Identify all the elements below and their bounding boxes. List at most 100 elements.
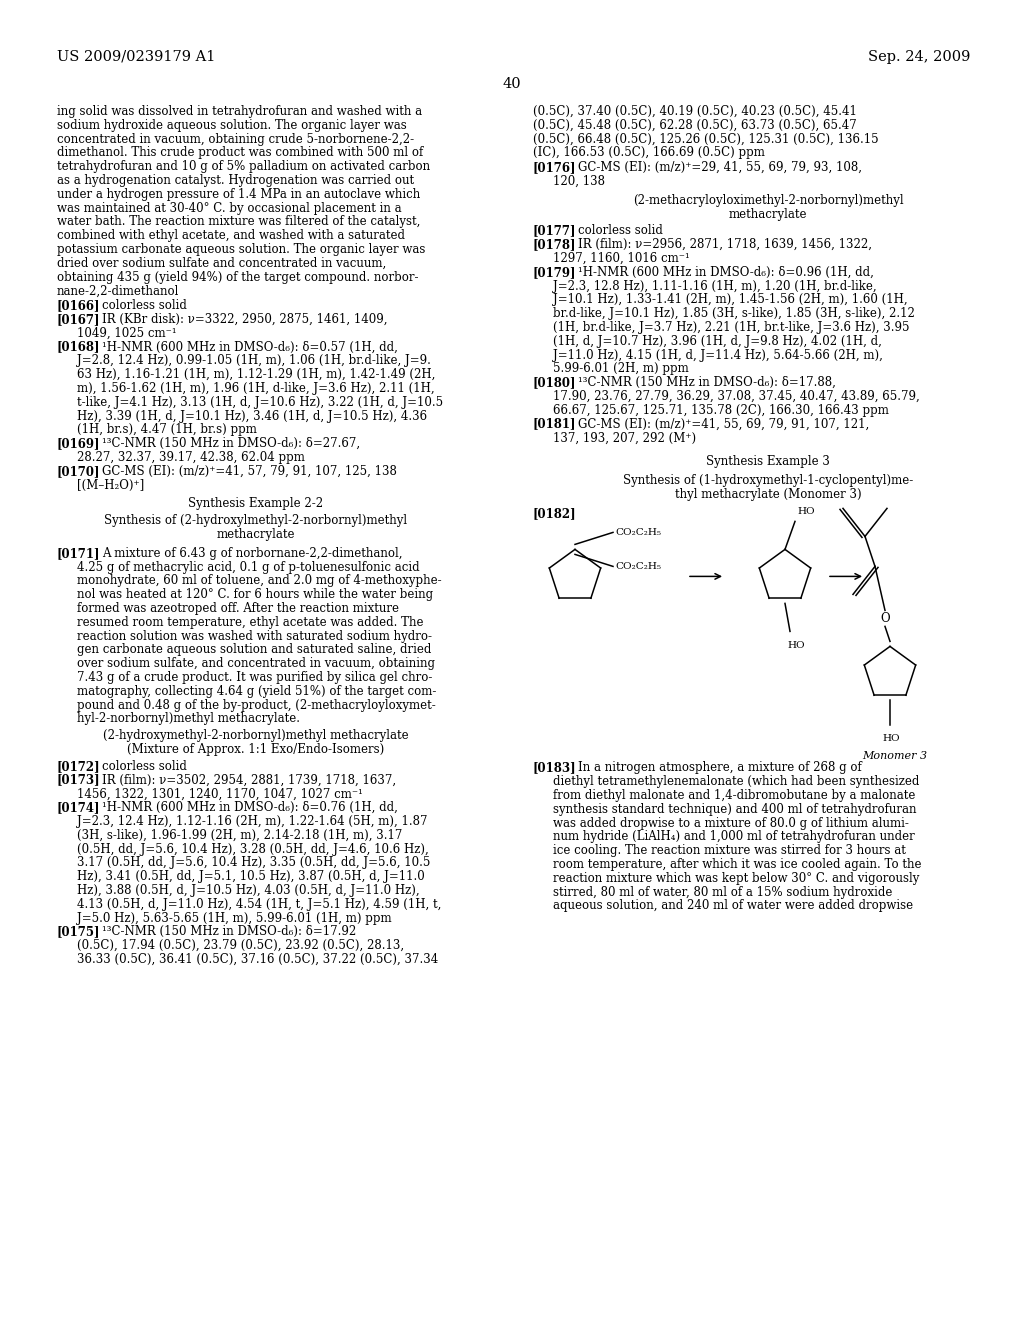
Text: HO: HO <box>882 734 900 743</box>
Text: (2-hydroxymethyl-2-norbornyl)methyl methacrylate: (2-hydroxymethyl-2-norbornyl)methyl meth… <box>103 729 409 742</box>
Text: matography, collecting 4.64 g (yield 51%) of the target com-: matography, collecting 4.64 g (yield 51%… <box>77 685 436 698</box>
Text: potassium carbonate aqueous solution. The organic layer was: potassium carbonate aqueous solution. Th… <box>57 243 425 256</box>
Text: colorless solid: colorless solid <box>578 224 663 238</box>
Text: gen carbonate aqueous solution and saturated saline, dried: gen carbonate aqueous solution and satur… <box>77 643 431 656</box>
Text: Monomer 3: Monomer 3 <box>862 751 928 762</box>
Text: (Mixture of Approx. 1:1 Exo/Endo-Isomers): (Mixture of Approx. 1:1 Exo/Endo-Isomers… <box>127 743 385 756</box>
Text: 5.99-6.01 (2H, m) ppm: 5.99-6.01 (2H, m) ppm <box>553 363 689 375</box>
Text: 137, 193, 207, 292 (M⁺): 137, 193, 207, 292 (M⁺) <box>553 432 696 445</box>
Text: ¹³C-NMR (150 MHz in DMSO-d₆): δ=17.92: ¹³C-NMR (150 MHz in DMSO-d₆): δ=17.92 <box>102 925 356 939</box>
Text: stirred, 80 ml of water, 80 ml of a 15% sodium hydroxide: stirred, 80 ml of water, 80 ml of a 15% … <box>553 886 892 899</box>
Text: sodium hydroxide aqueous solution. The organic layer was: sodium hydroxide aqueous solution. The o… <box>57 119 407 132</box>
Text: t-like, J=4.1 Hz), 3.13 (1H, d, J=10.6 Hz), 3.22 (1H, d, J=10.5: t-like, J=4.1 Hz), 3.13 (1H, d, J=10.6 H… <box>77 396 443 409</box>
Text: 36.33 (0.5C), 36.41 (0.5C), 37.16 (0.5C), 37.22 (0.5C), 37.34: 36.33 (0.5C), 36.41 (0.5C), 37.16 (0.5C)… <box>77 953 438 966</box>
Text: CO₂C₂H₅: CO₂C₂H₅ <box>615 562 662 572</box>
Text: 17.90, 23.76, 27.79, 36.29, 37.08, 37.45, 40.47, 43.89, 65.79,: 17.90, 23.76, 27.79, 36.29, 37.08, 37.45… <box>553 389 920 403</box>
Text: 120, 138: 120, 138 <box>553 176 605 187</box>
Text: was maintained at 30-40° C. by occasional placement in a: was maintained at 30-40° C. by occasiona… <box>57 202 401 215</box>
Text: Synthesis Example 3: Synthesis Example 3 <box>707 455 829 469</box>
Text: room temperature, after which it was ice cooled again. To the: room temperature, after which it was ice… <box>553 858 922 871</box>
Text: GC-MS (EI): (m/z)⁺=41, 57, 79, 91, 107, 125, 138: GC-MS (EI): (m/z)⁺=41, 57, 79, 91, 107, … <box>102 465 397 478</box>
Text: aqueous solution, and 240 ml of water were added dropwise: aqueous solution, and 240 ml of water we… <box>553 899 913 912</box>
Text: thyl methacrylate (Monomer 3): thyl methacrylate (Monomer 3) <box>675 488 861 500</box>
Text: Hz), 3.41 (0.5H, dd, J=5.1, 10.5 Hz), 3.87 (0.5H, d, J=11.0: Hz), 3.41 (0.5H, dd, J=5.1, 10.5 Hz), 3.… <box>77 870 425 883</box>
Text: methacrylate: methacrylate <box>729 207 807 220</box>
Text: Synthesis Example 2-2: Synthesis Example 2-2 <box>188 498 324 511</box>
Text: pound and 0.48 g of the by-product, (2-methacryloyloxymet-: pound and 0.48 g of the by-product, (2-m… <box>77 698 436 711</box>
Text: 1297, 1160, 1016 cm⁻¹: 1297, 1160, 1016 cm⁻¹ <box>553 252 690 265</box>
Text: [0176]: [0176] <box>534 161 577 174</box>
Text: [0173]: [0173] <box>57 774 100 787</box>
Text: monohydrate, 60 ml of toluene, and 2.0 mg of 4-methoxyphe-: monohydrate, 60 ml of toluene, and 2.0 m… <box>77 574 441 587</box>
Text: nol was heated at 120° C. for 6 hours while the water being: nol was heated at 120° C. for 6 hours wh… <box>77 589 433 601</box>
Text: (0.5C), 66.48 (0.5C), 125.26 (0.5C), 125.31 (0.5C), 136.15: (0.5C), 66.48 (0.5C), 125.26 (0.5C), 125… <box>534 132 879 145</box>
Text: (0.5C), 45.48 (0.5C), 62.28 (0.5C), 63.73 (0.5C), 65.47: (0.5C), 45.48 (0.5C), 62.28 (0.5C), 63.7… <box>534 119 857 132</box>
Text: [0171]: [0171] <box>57 546 100 560</box>
Text: from diethyl malonate and 1,4-dibromobutane by a malonate: from diethyl malonate and 1,4-dibromobut… <box>553 789 915 803</box>
Text: num hydride (LiAlH₄) and 1,000 ml of tetrahydrofuran under: num hydride (LiAlH₄) and 1,000 ml of tet… <box>553 830 914 843</box>
Text: as a hydrogenation catalyst. Hydrogenation was carried out: as a hydrogenation catalyst. Hydrogenati… <box>57 174 414 187</box>
Text: HO: HO <box>787 642 805 649</box>
Text: 63 Hz), 1.16-1.21 (1H, m), 1.12-1.29 (1H, m), 1.42-1.49 (2H,: 63 Hz), 1.16-1.21 (1H, m), 1.12-1.29 (1H… <box>77 368 435 381</box>
Text: colorless solid: colorless solid <box>102 760 186 772</box>
Text: (2-methacryloyloximethyl-2-norbornyl)methyl: (2-methacryloyloximethyl-2-norbornyl)met… <box>633 194 903 207</box>
Text: J=2.8, 12.4 Hz), 0.99-1.05 (1H, m), 1.06 (1H, br.d-like, J=9.: J=2.8, 12.4 Hz), 0.99-1.05 (1H, m), 1.06… <box>77 354 431 367</box>
Text: [0167]: [0167] <box>57 313 100 326</box>
Text: [0166]: [0166] <box>57 300 100 313</box>
Text: GC-MS (EI): (m/z)⁺=41, 55, 69, 79, 91, 107, 121,: GC-MS (EI): (m/z)⁺=41, 55, 69, 79, 91, 1… <box>578 417 869 430</box>
Text: over sodium sulfate, and concentrated in vacuum, obtaining: over sodium sulfate, and concentrated in… <box>77 657 435 671</box>
Text: [0178]: [0178] <box>534 238 577 251</box>
Text: [(M–H₂O)⁺]: [(M–H₂O)⁺] <box>77 479 144 491</box>
Text: tetrahydrofuran and 10 g of 5% palladium on activated carbon: tetrahydrofuran and 10 g of 5% palladium… <box>57 160 430 173</box>
Text: hyl-2-norbornyl)methyl methacrylate.: hyl-2-norbornyl)methyl methacrylate. <box>77 713 300 726</box>
Text: reaction mixture which was kept below 30° C. and vigorously: reaction mixture which was kept below 30… <box>553 871 920 884</box>
Text: (1H, d, J=10.7 Hz), 3.96 (1H, d, J=9.8 Hz), 4.02 (1H, d,: (1H, d, J=10.7 Hz), 3.96 (1H, d, J=9.8 H… <box>553 335 882 347</box>
Text: HO: HO <box>797 507 815 516</box>
Text: 28.27, 32.37, 39.17, 42.38, 62.04 ppm: 28.27, 32.37, 39.17, 42.38, 62.04 ppm <box>77 451 305 465</box>
Text: (IC), 166.53 (0.5C), 166.69 (0.5C) ppm: (IC), 166.53 (0.5C), 166.69 (0.5C) ppm <box>534 147 765 160</box>
Text: 3.17 (0.5H, dd, J=5.6, 10.4 Hz), 3.35 (0.5H, dd, J=5.6, 10.5: 3.17 (0.5H, dd, J=5.6, 10.4 Hz), 3.35 (0… <box>77 857 430 870</box>
Text: [0174]: [0174] <box>57 801 100 814</box>
Text: (1H, br.d-like, J=3.7 Hz), 2.21 (1H, br.t-like, J=3.6 Hz), 3.95: (1H, br.d-like, J=3.7 Hz), 2.21 (1H, br.… <box>553 321 909 334</box>
Text: (0.5C), 37.40 (0.5C), 40.19 (0.5C), 40.23 (0.5C), 45.41: (0.5C), 37.40 (0.5C), 40.19 (0.5C), 40.2… <box>534 106 857 117</box>
Text: obtaining 435 g (yield 94%) of the target compound. norbor-: obtaining 435 g (yield 94%) of the targe… <box>57 271 419 284</box>
Text: IR (film): ν=2956, 2871, 1718, 1639, 1456, 1322,: IR (film): ν=2956, 2871, 1718, 1639, 145… <box>578 238 872 251</box>
Text: O: O <box>881 612 890 624</box>
Text: ing solid was dissolved in tetrahydrofuran and washed with a: ing solid was dissolved in tetrahydrofur… <box>57 106 422 117</box>
Text: water bath. The reaction mixture was filtered of the catalyst,: water bath. The reaction mixture was fil… <box>57 215 421 228</box>
Text: Hz), 3.88 (0.5H, d, J=10.5 Hz), 4.03 (0.5H, d, J=11.0 Hz),: Hz), 3.88 (0.5H, d, J=10.5 Hz), 4.03 (0.… <box>77 884 420 898</box>
Text: dimethanol. This crude product was combined with 500 ml of: dimethanol. This crude product was combi… <box>57 147 423 160</box>
Text: J=10.1 Hz), 1.33-1.41 (2H, m), 1.45-1.56 (2H, m), 1.60 (1H,: J=10.1 Hz), 1.33-1.41 (2H, m), 1.45-1.56… <box>553 293 907 306</box>
Text: synthesis standard technique) and 400 ml of tetrahydrofuran: synthesis standard technique) and 400 ml… <box>553 803 916 816</box>
Text: GC-MS (EI): (m/z)⁺=29, 41, 55, 69, 79, 93, 108,: GC-MS (EI): (m/z)⁺=29, 41, 55, 69, 79, 9… <box>578 161 862 174</box>
Text: resumed room temperature, ethyl acetate was added. The: resumed room temperature, ethyl acetate … <box>77 616 424 628</box>
Text: CO₂C₂H₅: CO₂C₂H₅ <box>615 528 662 537</box>
Text: colorless solid: colorless solid <box>102 300 186 313</box>
Text: was added dropwise to a mixture of 80.0 g of lithium alumi-: was added dropwise to a mixture of 80.0 … <box>553 817 909 829</box>
Text: concentrated in vacuum, obtaining crude 5-norbornene-2,2-: concentrated in vacuum, obtaining crude … <box>57 132 414 145</box>
Text: [0181]: [0181] <box>534 417 577 430</box>
Text: J=2.3, 12.8 Hz), 1.11-1.16 (1H, m), 1.20 (1H, br.d-like,: J=2.3, 12.8 Hz), 1.11-1.16 (1H, m), 1.20… <box>553 280 877 293</box>
Text: [0170]: [0170] <box>57 465 100 478</box>
Text: ¹H-NMR (600 MHz in DMSO-d₆): δ=0.57 (1H, dd,: ¹H-NMR (600 MHz in DMSO-d₆): δ=0.57 (1H,… <box>102 341 398 354</box>
Text: under a hydrogen pressure of 1.4 MPa in an autoclave which: under a hydrogen pressure of 1.4 MPa in … <box>57 187 420 201</box>
Text: J=11.0 Hz), 4.15 (1H, d, J=11.4 Hz), 5.64-5.66 (2H, m),: J=11.0 Hz), 4.15 (1H, d, J=11.4 Hz), 5.6… <box>553 348 883 362</box>
Text: 7.43 g of a crude product. It was purified by silica gel chro-: 7.43 g of a crude product. It was purifi… <box>77 671 432 684</box>
Text: [0183]: [0183] <box>534 762 577 775</box>
Text: nane-2,2-dimethanol: nane-2,2-dimethanol <box>57 284 179 297</box>
Text: J=2.3, 12.4 Hz), 1.12-1.16 (2H, m), 1.22-1.64 (5H, m), 1.87: J=2.3, 12.4 Hz), 1.12-1.16 (2H, m), 1.22… <box>77 814 427 828</box>
Text: [0168]: [0168] <box>57 341 100 354</box>
Text: ice cooling. The reaction mixture was stirred for 3 hours at: ice cooling. The reaction mixture was st… <box>553 845 906 857</box>
Text: ¹H-NMR (600 MHz in DMSO-d₆): δ=0.96 (1H, dd,: ¹H-NMR (600 MHz in DMSO-d₆): δ=0.96 (1H,… <box>578 265 873 279</box>
Text: m), 1.56-1.62 (1H, m), 1.96 (1H, d-like, J=3.6 Hz), 2.11 (1H,: m), 1.56-1.62 (1H, m), 1.96 (1H, d-like,… <box>77 381 434 395</box>
Text: (0.5C), 17.94 (0.5C), 23.79 (0.5C), 23.92 (0.5C), 28.13,: (0.5C), 17.94 (0.5C), 23.79 (0.5C), 23.9… <box>77 940 404 952</box>
Text: (3H, s-like), 1.96-1.99 (2H, m), 2.14-2.18 (1H, m), 3.17: (3H, s-like), 1.96-1.99 (2H, m), 2.14-2.… <box>77 829 402 842</box>
Text: 1456, 1322, 1301, 1240, 1170, 1047, 1027 cm⁻¹: 1456, 1322, 1301, 1240, 1170, 1047, 1027… <box>77 788 362 800</box>
Text: 1049, 1025 cm⁻¹: 1049, 1025 cm⁻¹ <box>77 327 176 339</box>
Text: (0.5H, dd, J=5.6, 10.4 Hz), 3.28 (0.5H, dd, J=4.6, 10.6 Hz),: (0.5H, dd, J=5.6, 10.4 Hz), 3.28 (0.5H, … <box>77 842 429 855</box>
Text: Sep. 24, 2009: Sep. 24, 2009 <box>867 50 970 63</box>
Text: IR (KBr disk): ν=3322, 2950, 2875, 1461, 1409,: IR (KBr disk): ν=3322, 2950, 2875, 1461,… <box>102 313 387 326</box>
Text: br.d-like, J=10.1 Hz), 1.85 (3H, s-like), 1.85 (3H, s-like), 2.12: br.d-like, J=10.1 Hz), 1.85 (3H, s-like)… <box>553 308 914 321</box>
Text: IR (film): ν=3502, 2954, 2881, 1739, 1718, 1637,: IR (film): ν=3502, 2954, 2881, 1739, 171… <box>102 774 396 787</box>
Text: 40: 40 <box>503 77 521 91</box>
